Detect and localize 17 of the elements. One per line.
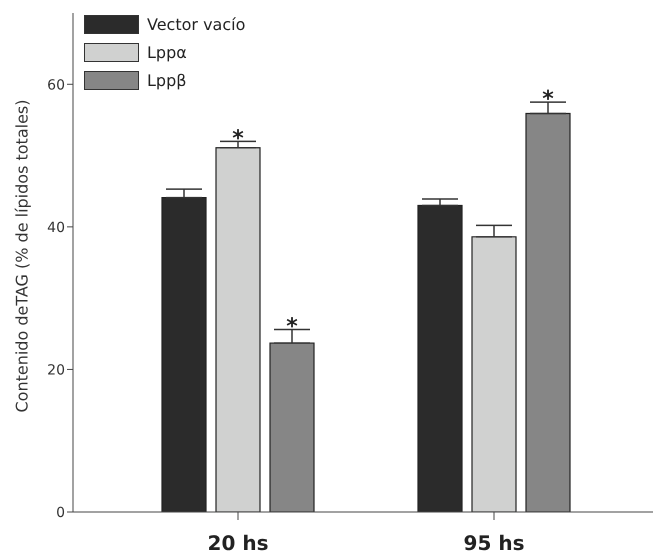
y-tick-label: 20 xyxy=(47,362,65,378)
data-label: * xyxy=(542,87,554,112)
data-label: * xyxy=(286,314,298,340)
bar xyxy=(215,147,261,512)
bar xyxy=(525,112,571,512)
y-tick-label: 60 xyxy=(47,77,65,94)
legend-label: Lppα xyxy=(147,42,187,62)
bar xyxy=(269,342,315,512)
y-tick-label: 0 xyxy=(56,504,65,521)
y-tick-label: 40 xyxy=(47,220,65,236)
x-tick-label: 20 hs xyxy=(208,531,268,556)
bar xyxy=(471,236,517,512)
y-axis-title: Contenido deTAG (% de lípidos totales) xyxy=(12,100,32,412)
data-label: * xyxy=(232,126,244,152)
x-tick-label: 95 hs xyxy=(464,531,524,556)
legend-label: Vector vacío xyxy=(147,14,246,34)
legend-label: Lppβ xyxy=(147,70,186,90)
